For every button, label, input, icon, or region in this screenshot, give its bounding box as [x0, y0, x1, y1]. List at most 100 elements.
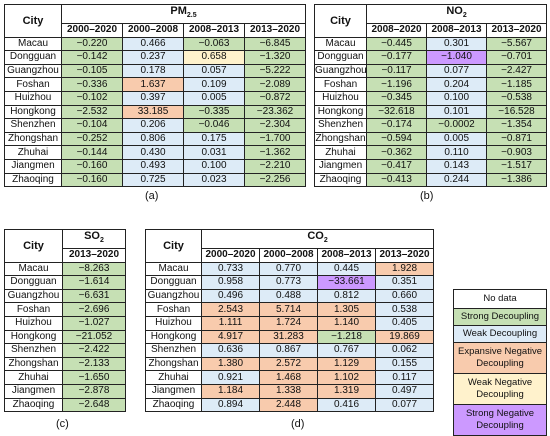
value-cell: 1.184: [201, 383, 260, 399]
value-cell: −0.538: [485, 90, 548, 106]
city-header: City: [314, 4, 367, 38]
legend-item-weakneg: Weak Negative Decoupling: [453, 373, 547, 405]
city-name: Huizhou: [4, 315, 63, 331]
value-cell: 0.206: [122, 118, 184, 133]
value-cell: −0.871: [485, 131, 548, 147]
table-row: Zhongshan 1.380 2.572 1.129 0.155: [145, 356, 435, 372]
value-cell: 0.178: [122, 63, 184, 79]
column-header: 2008–2013: [426, 23, 487, 38]
city-name: Dongguan: [4, 275, 63, 290]
table-row: Dongguan 0.958 0.773 −33.661 0.351: [145, 275, 435, 290]
value-cell: −0.160: [61, 158, 123, 174]
table-row: Zhuhai −0.362 0.110 −0.903: [314, 145, 548, 160]
table-row: Zhaoqing −0.413 0.244 −1.386: [314, 172, 548, 188]
city-name: Zhongshan: [4, 131, 62, 147]
table-pm25: City PM2.5 2000–2020 2000–2008 2008–2013 20…: [4, 4, 307, 188]
value-cell: −2.210: [243, 158, 307, 174]
table-row: Zhaoqing 0.894 2.448 0.416 0.077: [145, 397, 435, 413]
value-cell: −1.700: [243, 131, 307, 147]
table-row: Zhongshan −0.252 0.806 0.175 −1.700: [4, 131, 307, 147]
value-cell: −0.063: [183, 36, 245, 52]
column-header: 2013–2020: [62, 248, 126, 263]
table-row: Huizhou −1.027: [4, 315, 126, 331]
pollutant-title: SO2: [62, 229, 126, 249]
value-cell: −2.532: [61, 104, 123, 120]
value-cell: 1.140: [317, 315, 376, 331]
value-cell: 0.496: [201, 288, 260, 304]
value-cell: −2.427: [485, 63, 548, 79]
value-cell: −2.304: [243, 118, 307, 133]
city-name: Huizhou: [314, 90, 367, 106]
value-cell: −21.052: [62, 329, 126, 345]
city-name: Zhuhai: [4, 145, 62, 160]
city-name: Hongkong: [145, 329, 202, 345]
value-cell: −1.040: [426, 50, 487, 65]
pollutant-title: NO2: [365, 4, 548, 24]
value-cell: −0.345: [366, 90, 427, 106]
value-cell: −33.661: [317, 275, 376, 290]
city-name: Shenzhen: [145, 343, 202, 358]
city-name: Foshan: [4, 77, 62, 92]
table-row: Guangzhou −0.105 0.178 0.057 −5.222: [4, 63, 307, 79]
value-cell: 0.812: [317, 288, 376, 304]
value-cell: 1.338: [259, 383, 318, 399]
value-cell: 0.867: [259, 343, 318, 358]
value-cell: −0.104: [61, 118, 123, 133]
value-cell: 0.636: [201, 343, 260, 358]
table-row: Zhongshan −2.133: [4, 356, 126, 372]
value-cell: 2.448: [259, 397, 318, 413]
city-name: Jiangmen: [4, 383, 63, 399]
value-cell: 0.023: [183, 172, 245, 188]
legend-item-strongneg: Strong Negative Decoupling: [453, 404, 547, 436]
value-cell: −0.335: [183, 104, 245, 120]
value-cell: 0.767: [317, 343, 376, 358]
city-name: Macau: [314, 36, 367, 52]
city-name: Zhuhai: [4, 370, 63, 385]
value-cell: 0.894: [201, 397, 260, 413]
city-name: Foshan: [314, 77, 367, 92]
value-cell: −1.362: [243, 145, 307, 160]
city-name: Guangzhou: [314, 63, 367, 79]
pollutant-title: CO2: [200, 229, 435, 249]
value-cell: −0.336: [61, 77, 123, 92]
value-cell: −2.256: [243, 172, 307, 188]
table-so2: City SO2 2013–2020 Macau −8.263 Dongguan −1…: [4, 229, 126, 413]
pollutant-title: PM2.5: [60, 4, 307, 24]
column-header: 2013–2020: [374, 248, 435, 263]
column-header: 2008–2013: [183, 23, 245, 38]
table-row: Jiangmen −0.417 0.143 −1.517: [314, 158, 548, 174]
value-cell: −1.386: [485, 172, 548, 188]
value-cell: 0.077: [426, 63, 487, 79]
value-cell: −0.105: [61, 63, 123, 79]
value-cell: −16.528: [485, 104, 548, 120]
legend-item-expneg: Expansive Negative Decoupling: [453, 342, 547, 374]
value-cell: 1.724: [259, 315, 318, 331]
value-cell: 0.538: [374, 302, 435, 317]
table-row: Huizhou −0.345 0.100 −0.538: [314, 90, 548, 106]
city-name: Jiangmen: [145, 383, 202, 399]
table-row: Foshan −0.336 1.637 0.109 −2.089: [4, 77, 307, 92]
value-cell: −0.0002: [426, 118, 487, 133]
table-row: Hongkong −2.532 33.185 −0.335 −23.362: [4, 104, 307, 120]
caption-c: (c): [56, 418, 69, 430]
value-cell: −0.174: [366, 118, 427, 133]
value-cell: −2.133: [62, 356, 126, 372]
city-name: Zhuhai: [314, 145, 367, 160]
table-row: Shenzhen −0.104 0.206 −0.046 −2.304: [4, 118, 307, 133]
value-cell: −0.701: [485, 50, 548, 65]
city-name: Zhaoqing: [314, 172, 367, 188]
table-row: Dongguan −0.142 0.237 0.658 −1.320: [4, 50, 307, 65]
value-cell: 1.111: [201, 315, 260, 331]
value-cell: 0.005: [426, 131, 487, 147]
city-name: Zhongshan: [145, 356, 202, 372]
value-cell: −0.903: [485, 145, 548, 160]
value-cell: 0.100: [183, 158, 245, 174]
value-cell: −0.872: [243, 90, 307, 106]
value-cell: 0.660: [374, 288, 435, 304]
value-cell: −0.142: [61, 50, 123, 65]
value-cell: 1.319: [317, 383, 376, 399]
city-name: Shenzhen: [4, 343, 63, 358]
table-row: Zhuhai −1.650: [4, 370, 126, 385]
value-cell: 0.497: [374, 383, 435, 399]
city-name: Guangzhou: [145, 288, 202, 304]
